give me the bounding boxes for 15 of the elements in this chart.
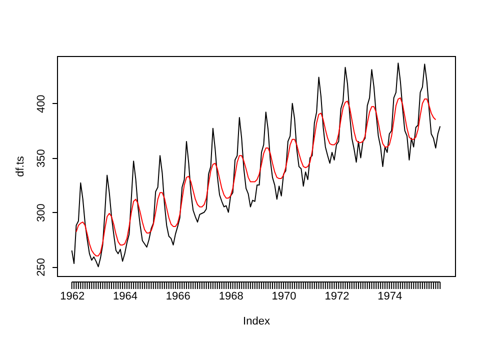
x-tick-label: 1972 [324,290,350,302]
line-series [71,62,441,268]
y-tick-label: 250 [36,258,48,276]
x-tick-label: 1964 [113,290,138,302]
y-axis-title: df.ts [14,156,26,177]
x-tick-label: 1974 [378,290,402,302]
y-tick-label: 300 [36,204,48,222]
x-tick-label: 1966 [166,290,190,302]
x-tick-label: 1968 [218,290,244,302]
x-tick-label: 1962 [60,290,85,302]
x-tick-label: 1970 [272,290,296,302]
x-axis-title: Index [243,316,270,328]
y-tick-label: 400 [36,94,48,114]
line-series [76,97,436,256]
y-tick-label: 350 [36,149,48,168]
